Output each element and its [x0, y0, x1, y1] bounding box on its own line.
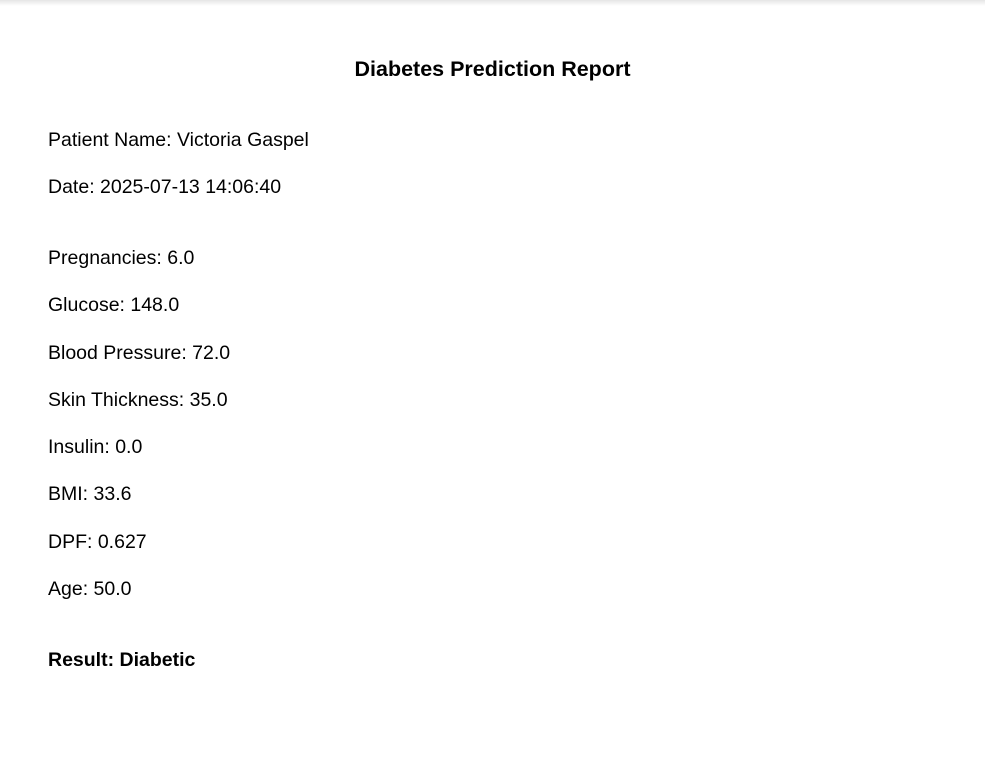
blood-pressure-value: Blood Pressure: 72.0	[48, 342, 231, 364]
bmi-value: BMI: 33.6	[48, 483, 132, 505]
pregnancies-value: Pregnancies: 6.0	[48, 247, 195, 269]
dpf-value: DPF: 0.627	[48, 531, 147, 553]
report-title: Diabetes Prediction Report	[354, 57, 631, 81]
patient-name: Patient Name: Victoria Gaspel	[48, 129, 309, 151]
report-date: Date: 2025-07-13 14:06:40	[48, 176, 282, 198]
prediction-result: Result: Diabetic	[48, 649, 196, 671]
glucose-value: Glucose: 148.0	[48, 294, 180, 316]
insulin-value: Insulin: 0.0	[48, 436, 143, 458]
skin-thickness-value: Skin Thickness: 35.0	[48, 389, 228, 411]
top-edge-shadow	[0, 0, 985, 6]
age-value: Age: 50.0	[48, 578, 132, 600]
